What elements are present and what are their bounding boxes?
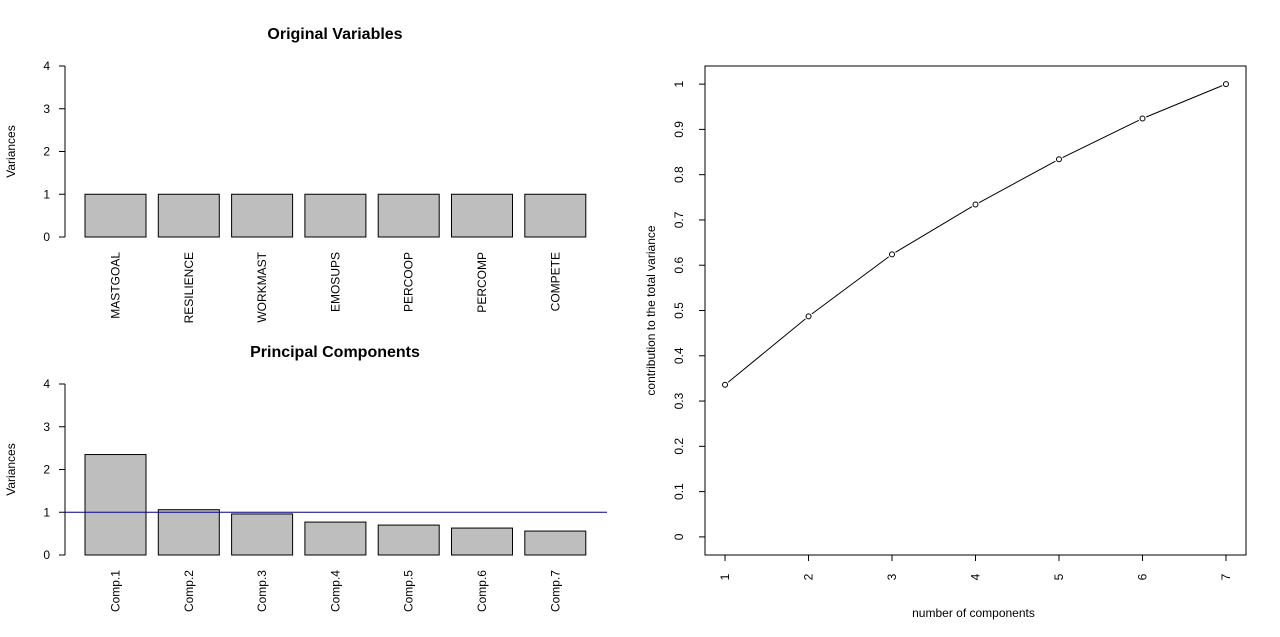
- x-tick-label: Comp.2: [182, 570, 196, 612]
- bar: [157, 509, 220, 556]
- x-tick-label: 1: [718, 573, 732, 580]
- x-tick-label: Comp.1: [109, 570, 123, 612]
- chart-title: Original Variables: [267, 26, 402, 43]
- y-tick-label: 0.3: [672, 392, 686, 409]
- x-tick-label: 7: [1219, 573, 1233, 580]
- y-tick-label: 0.7: [672, 211, 686, 228]
- data-point: [722, 381, 729, 388]
- data-point: [1055, 156, 1062, 163]
- y-tick-label: 1: [43, 187, 50, 201]
- x-axis-label: number of components: [912, 606, 1035, 620]
- x-tick-label: Comp.3: [255, 570, 269, 612]
- bar: [231, 193, 294, 238]
- series-line: [1145, 85, 1223, 118]
- y-tick-label: 0.8: [672, 166, 686, 183]
- bar: [304, 193, 367, 238]
- y-tick-label: 4: [43, 377, 50, 391]
- y-tick-label: 4: [43, 59, 50, 73]
- series-line: [895, 206, 973, 253]
- x-tick-label: Comp.7: [548, 570, 562, 612]
- y-tick-label: 0: [43, 548, 50, 562]
- x-tick-label: Comp.5: [402, 570, 416, 612]
- bar: [157, 193, 220, 238]
- y-tick-label: 0.9: [672, 121, 686, 138]
- bar: [377, 193, 440, 238]
- x-tick-label: 5: [1052, 573, 1066, 580]
- y-tick-label: 0: [672, 533, 686, 540]
- bar: [524, 530, 587, 556]
- data-point: [1222, 81, 1229, 88]
- y-tick-label: 1: [672, 80, 686, 87]
- y-tick-label: 0: [43, 230, 50, 244]
- y-tick-label: 2: [43, 145, 50, 159]
- plot-frame: [704, 65, 1247, 556]
- y-tick-label: 0.4: [672, 347, 686, 364]
- y-axis-label: Variances: [4, 443, 18, 495]
- bar: [451, 527, 513, 556]
- y-tick-label: 3: [43, 420, 50, 434]
- y-tick-label: 2: [43, 463, 50, 477]
- bar: [524, 193, 587, 238]
- series-line: [727, 318, 806, 383]
- series-line: [978, 160, 1056, 204]
- x-tick-label: 6: [1135, 573, 1149, 580]
- x-tick-label: PERCOOP: [402, 252, 416, 312]
- x-tick-label: RESILIENCE: [182, 252, 196, 323]
- x-tick-label: Comp.6: [475, 570, 489, 612]
- y-tick-label: 0.1: [672, 483, 686, 500]
- bar: [84, 193, 147, 238]
- x-tick-label: Comp.4: [328, 570, 342, 612]
- x-tick-label: 3: [885, 573, 899, 580]
- x-tick-label: COMPETE: [548, 252, 562, 311]
- data-point: [889, 251, 896, 258]
- x-tick-label: 2: [802, 573, 816, 580]
- data-point: [1139, 115, 1146, 122]
- x-tick-label: EMOSUPS: [328, 252, 342, 312]
- x-tick-label: WORKMAST: [255, 251, 269, 322]
- y-axis-label: contribution to the total variance: [644, 225, 658, 395]
- bar: [84, 454, 147, 556]
- y-tick-label: 3: [43, 102, 50, 116]
- y-tick-label: 0.5: [672, 302, 686, 319]
- series-line: [811, 256, 890, 315]
- y-axis-label: Variances: [4, 125, 18, 177]
- x-tick-label: 4: [969, 573, 983, 580]
- y-tick-label: 0.6: [672, 257, 686, 274]
- x-tick-label: PERCOMP: [475, 252, 489, 313]
- y-tick-label: 1: [43, 505, 50, 519]
- chart-title: Principal Components: [250, 344, 420, 361]
- bar: [377, 524, 440, 556]
- data-point: [972, 201, 979, 208]
- bar: [304, 521, 367, 556]
- x-tick-label: MASTGOAL: [109, 252, 123, 319]
- data-point: [805, 313, 812, 320]
- y-tick-label: 0.2: [672, 438, 686, 455]
- bar: [451, 193, 513, 238]
- bar: [231, 513, 294, 556]
- series-line: [1062, 119, 1140, 158]
